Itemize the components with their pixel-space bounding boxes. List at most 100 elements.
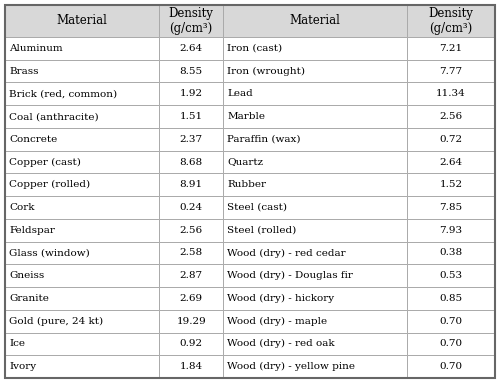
Bar [223,82,407,105]
Bar [407,287,495,310]
Text: Ice: Ice [9,339,25,349]
Text: 1.84: 1.84 [180,362,203,371]
Bar [5,37,160,60]
Text: Density
(g/cm³): Density (g/cm³) [428,7,474,35]
Bar [407,105,495,128]
Bar [160,151,223,173]
Text: Density
(g/cm³): Density (g/cm³) [169,7,214,35]
Text: 8.68: 8.68 [180,157,203,167]
Text: Feldspar: Feldspar [9,226,55,235]
Text: 0.70: 0.70 [440,317,462,326]
Bar [160,37,223,60]
Bar [160,5,223,37]
Text: 2.87: 2.87 [180,271,203,280]
Bar [5,196,160,219]
Bar [223,60,407,82]
Bar [407,355,495,378]
Bar [407,37,495,60]
Text: 2.64: 2.64 [440,157,462,167]
Text: 11.34: 11.34 [436,89,466,98]
Bar [223,310,407,332]
Bar [160,287,223,310]
Text: 0.38: 0.38 [440,249,462,257]
Text: Iron (cast): Iron (cast) [227,44,282,53]
Text: Ivory: Ivory [9,362,36,371]
Text: Concrete: Concrete [9,135,57,144]
Text: 2.56: 2.56 [180,226,203,235]
Text: Brick (red, common): Brick (red, common) [9,89,117,98]
Text: 2.69: 2.69 [180,294,203,303]
Bar [407,219,495,242]
Text: Brass: Brass [9,67,38,75]
Text: Iron (wrought): Iron (wrought) [227,67,305,76]
Bar [223,105,407,128]
Text: Glass (window): Glass (window) [9,249,90,257]
Bar [5,173,160,196]
Text: 19.29: 19.29 [176,317,206,326]
Text: 2.37: 2.37 [180,135,203,144]
Text: Coal (anthracite): Coal (anthracite) [9,112,99,121]
Bar [407,60,495,82]
Bar [223,242,407,264]
Bar [160,242,223,264]
Text: Copper (cast): Copper (cast) [9,157,81,167]
Bar [223,219,407,242]
Text: Paraffin (wax): Paraffin (wax) [227,135,300,144]
Bar [223,5,407,37]
Text: Cork: Cork [9,203,34,212]
Bar [160,82,223,105]
Text: Marble: Marble [227,112,265,121]
Bar [5,332,160,355]
Text: 1.92: 1.92 [180,89,203,98]
Bar [407,196,495,219]
Text: Gneiss: Gneiss [9,271,44,280]
Text: Gold (pure, 24 kt): Gold (pure, 24 kt) [9,317,103,326]
Text: 8.91: 8.91 [180,180,203,189]
Bar [5,287,160,310]
Bar [160,355,223,378]
Bar [223,151,407,173]
Bar [160,310,223,332]
Text: 7.85: 7.85 [440,203,462,212]
Bar [223,37,407,60]
Text: 0.24: 0.24 [180,203,203,212]
Bar [160,332,223,355]
Text: Rubber: Rubber [227,180,266,189]
Text: 1.51: 1.51 [180,112,203,121]
Bar [5,60,160,82]
Text: Copper (rolled): Copper (rolled) [9,180,90,189]
Bar [160,128,223,151]
Bar [5,264,160,287]
Bar [407,151,495,173]
Bar [223,173,407,196]
Text: Quartz: Quartz [227,157,263,167]
Text: Aluminum: Aluminum [9,44,62,53]
Text: 0.53: 0.53 [440,271,462,280]
Bar [407,5,495,37]
Text: Wood (dry) - red cedar: Wood (dry) - red cedar [227,249,346,257]
Text: 0.70: 0.70 [440,362,462,371]
Text: Wood (dry) - yellow pine: Wood (dry) - yellow pine [227,362,355,371]
Text: 8.55: 8.55 [180,67,203,75]
Bar [5,355,160,378]
Text: Wood (dry) - Douglas fir: Wood (dry) - Douglas fir [227,271,353,280]
Text: 7.21: 7.21 [440,44,462,53]
Bar [407,128,495,151]
Text: Lead: Lead [227,89,253,98]
Bar [5,82,160,105]
Text: Granite: Granite [9,294,49,303]
Bar [5,5,160,37]
Bar [160,173,223,196]
Bar [5,105,160,128]
Text: Wood (dry) - red oak: Wood (dry) - red oak [227,339,334,349]
Bar [160,196,223,219]
Text: Steel (cast): Steel (cast) [227,203,287,212]
Bar [407,310,495,332]
Text: 1.52: 1.52 [440,180,462,189]
Text: 0.72: 0.72 [440,135,462,144]
Bar [160,60,223,82]
Text: 7.77: 7.77 [440,67,462,75]
Text: Steel (rolled): Steel (rolled) [227,226,296,235]
Bar [407,264,495,287]
Bar [160,219,223,242]
